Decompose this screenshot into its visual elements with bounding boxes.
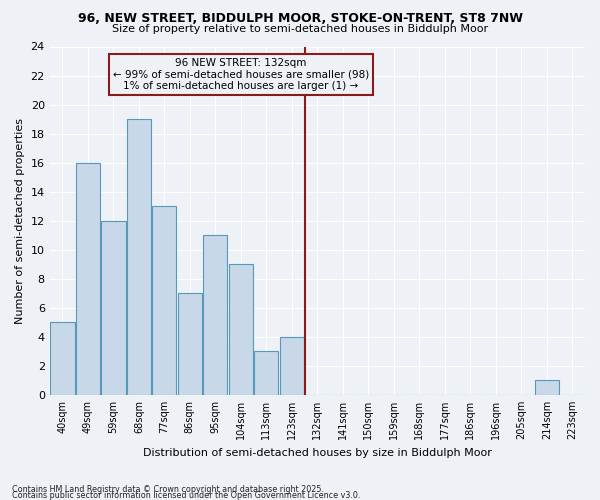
Text: 96, NEW STREET, BIDDULPH MOOR, STOKE-ON-TRENT, ST8 7NW: 96, NEW STREET, BIDDULPH MOOR, STOKE-ON-… — [77, 12, 523, 24]
Bar — [101, 220, 125, 395]
Bar — [76, 162, 100, 395]
Bar — [229, 264, 253, 395]
Text: Size of property relative to semi-detached houses in Biddulph Moor: Size of property relative to semi-detach… — [112, 24, 488, 34]
Text: Contains public sector information licensed under the Open Government Licence v3: Contains public sector information licen… — [12, 490, 361, 500]
X-axis label: Distribution of semi-detached houses by size in Biddulph Moor: Distribution of semi-detached houses by … — [143, 448, 492, 458]
Bar — [535, 380, 559, 395]
Bar — [254, 352, 278, 395]
Text: Contains HM Land Registry data © Crown copyright and database right 2025.: Contains HM Land Registry data © Crown c… — [12, 484, 324, 494]
Bar — [178, 294, 202, 395]
Y-axis label: Number of semi-detached properties: Number of semi-detached properties — [15, 118, 25, 324]
Bar — [152, 206, 176, 395]
Bar — [127, 119, 151, 395]
Text: 96 NEW STREET: 132sqm
← 99% of semi-detached houses are smaller (98)
1% of semi-: 96 NEW STREET: 132sqm ← 99% of semi-deta… — [113, 58, 369, 92]
Bar — [203, 235, 227, 395]
Bar — [50, 322, 74, 395]
Bar — [280, 337, 304, 395]
